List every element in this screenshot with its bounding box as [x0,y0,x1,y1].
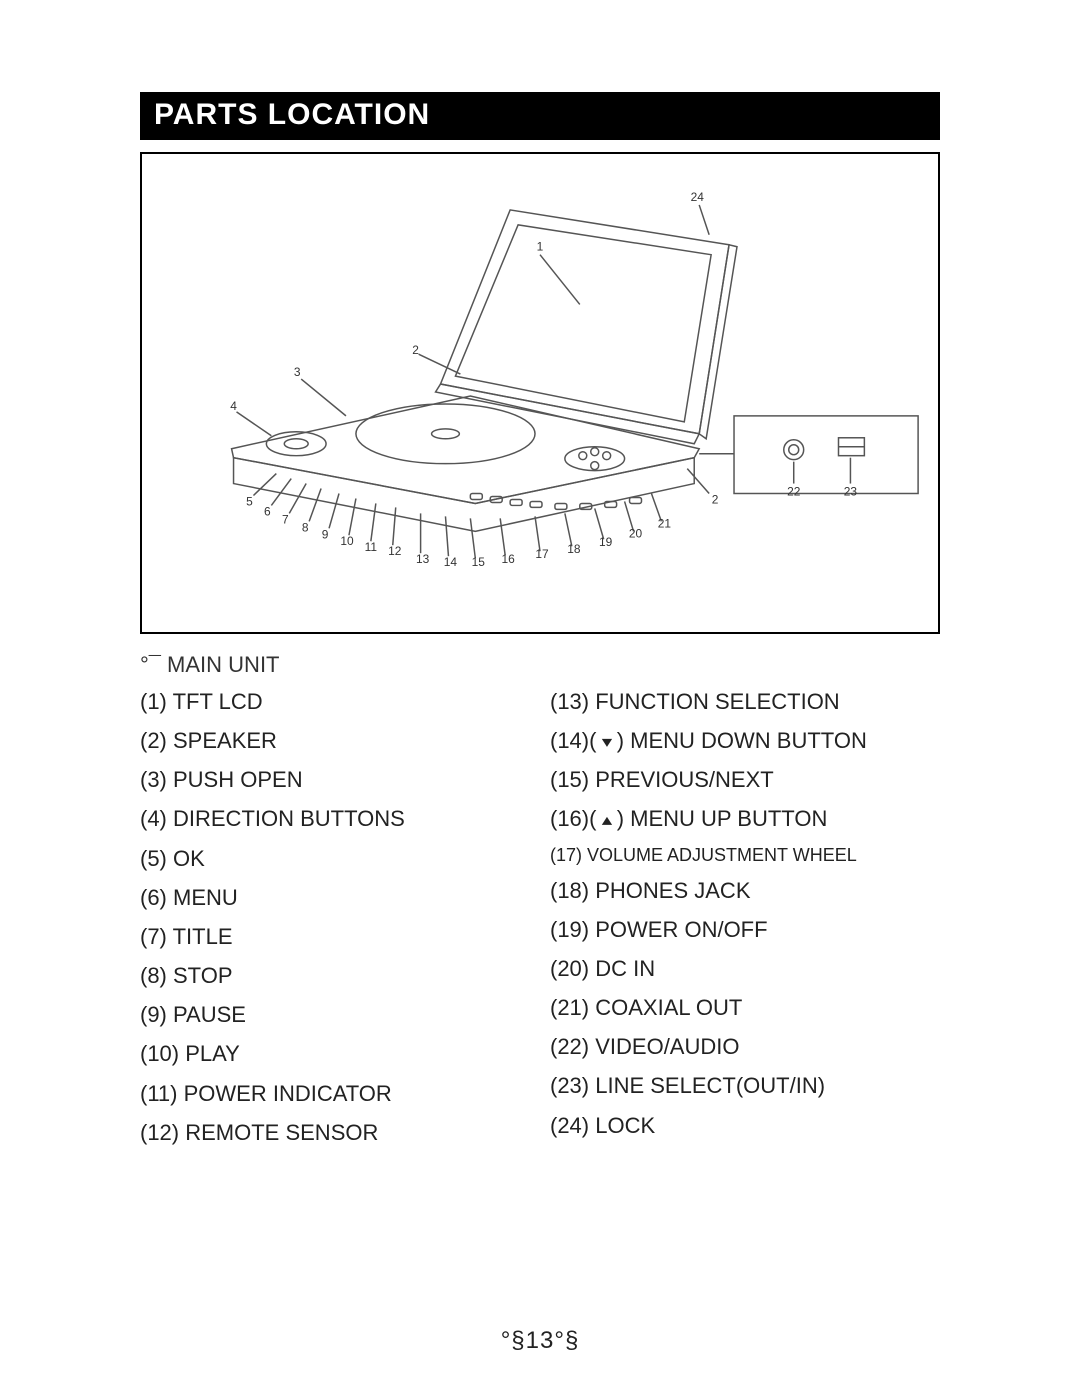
svg-text:16: 16 [502,552,516,566]
svg-text:5: 5 [246,494,253,508]
part-item: (14)( ▾ ) MENU DOWN BUTTON [550,721,940,760]
chevron-down-icon: ▾ [601,729,611,757]
svg-text:15: 15 [472,555,486,569]
svg-text:10: 10 [340,534,354,548]
part-item: (24) LOCK [550,1106,940,1145]
part-item: (19) POWER ON/OFF [550,910,940,949]
svg-text:7: 7 [282,512,289,526]
svg-text:8: 8 [302,520,309,534]
part-item: (17) VOLUME ADJUSTMENT WHEEL [550,839,940,871]
svg-text:14: 14 [444,555,458,569]
part-item: (21) COAXIAL OUT [550,988,940,1027]
svg-text:12: 12 [388,544,402,558]
part-item: (5) OK [140,839,530,878]
part-item: (10) PLAY [140,1034,530,1073]
page-number: °§13°§ [0,1327,1080,1355]
section-title-bar: PARTS LOCATION [140,92,940,140]
svg-text:1: 1 [537,240,544,254]
part-item: (22) VIDEO/AUDIO [550,1027,940,1066]
svg-text:13: 13 [416,552,430,566]
part-item: (9) PAUSE [140,995,530,1034]
part-item: (4) DIRECTION BUTTONS [140,799,530,838]
svg-text:9: 9 [322,527,329,541]
svg-text:4: 4 [230,399,237,413]
svg-text:18: 18 [567,542,581,556]
svg-text:17: 17 [535,547,549,561]
svg-text:24: 24 [691,190,705,204]
part-item: (20) DC IN [550,949,940,988]
part-item: (15) PREVIOUS/NEXT [550,760,940,799]
svg-text:11: 11 [365,540,378,554]
part-item: (12) REMOTE SENSOR [140,1113,530,1152]
part-item: (8) STOP [140,956,530,995]
parts-column-left: (1) TFT LCD(2) SPEAKER(3) PUSH OPEN(4) D… [140,682,530,1152]
svg-text:2: 2 [712,492,719,506]
part-item: (2) SPEAKER [140,721,530,760]
svg-text:19: 19 [599,535,613,549]
part-item: (11) POWER INDICATOR [140,1074,530,1113]
parts-diagram: 1 2 3 4 5 6 7 8 9 10 11 12 13 14 15 16 1… [140,152,940,634]
parts-list: (1) TFT LCD(2) SPEAKER(3) PUSH OPEN(4) D… [140,682,940,1152]
part-item: (1) TFT LCD [140,682,530,721]
part-item: (18) PHONES JACK [550,871,940,910]
part-item: (7) TITLE [140,917,530,956]
chevron-up-icon: ▴ [601,807,611,835]
section-title: PARTS LOCATION [154,98,430,131]
part-item: (6) MENU [140,878,530,917]
svg-text:20: 20 [629,526,643,540]
part-item: (16)( ▴ ) MENU UP BUTTON [550,799,940,838]
svg-text:2: 2 [412,343,419,357]
svg-text:23: 23 [844,484,858,498]
part-item: (3) PUSH OPEN [140,760,530,799]
parts-column-right: (13) FUNCTION SELECTION(14)( ▾ ) MENU DO… [550,682,940,1152]
svg-text:6: 6 [264,504,271,518]
page-content: PARTS LOCATION [140,92,940,1152]
part-item: (13) FUNCTION SELECTION [550,682,940,721]
svg-text:22: 22 [787,484,801,498]
main-unit-label: °¯ MAIN UNIT [140,652,940,678]
svg-text:3: 3 [294,365,301,379]
part-item: (23) LINE SELECT(OUT/IN) [550,1066,940,1105]
svg-text:21: 21 [658,516,672,530]
